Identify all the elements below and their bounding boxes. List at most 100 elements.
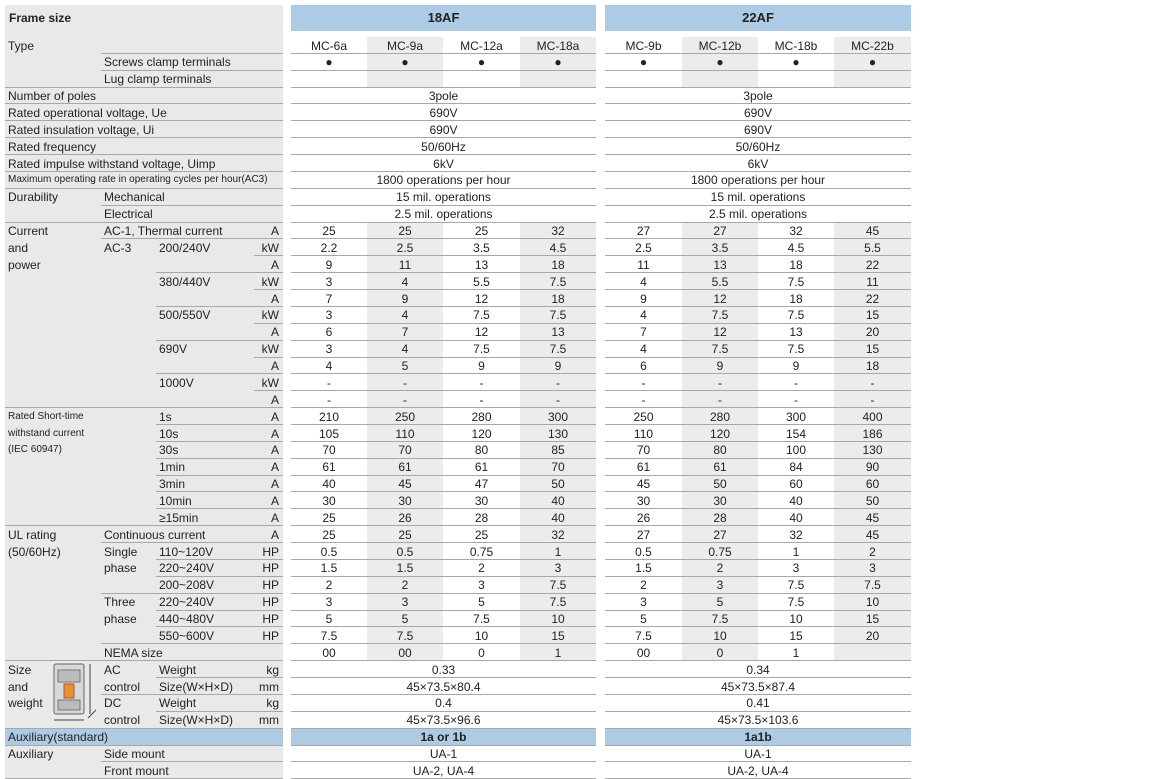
cell: 80 [474, 443, 489, 458]
row-line [254, 323, 283, 324]
cell: ● [639, 55, 648, 70]
cell: 40 [789, 493, 803, 508]
cell: 30 [398, 493, 412, 508]
unit: HP [262, 561, 279, 576]
cell: 6kV [433, 156, 454, 171]
frame-label: Frame size [9, 11, 72, 25]
row-line [605, 610, 911, 611]
row-line [156, 610, 283, 611]
cell: MC-6a [310, 38, 347, 53]
shade [367, 256, 443, 274]
row-line [101, 694, 283, 695]
shade [520, 357, 596, 375]
shade [367, 340, 443, 358]
cell: 3.5 [473, 240, 490, 255]
cell: 4 [640, 274, 647, 289]
unit: A [270, 510, 279, 525]
row-line [291, 559, 596, 560]
row-line [101, 643, 283, 644]
row-line [5, 745, 283, 746]
row-line [291, 610, 596, 611]
cell: 18 [789, 291, 803, 306]
row-line [605, 694, 911, 695]
label: Single phase [104, 544, 138, 576]
cell: 15 [789, 628, 803, 643]
row-line [156, 441, 283, 442]
cell: 250 [633, 409, 654, 424]
cell: - [327, 375, 331, 390]
cell: 7.5 [396, 628, 414, 643]
label: Auxiliary(standard) [8, 730, 109, 745]
row-line [5, 660, 283, 661]
cell: 3 [716, 578, 724, 593]
cell: 3 [478, 578, 485, 593]
row-line [605, 441, 911, 442]
shade [367, 425, 443, 442]
row-line [291, 340, 596, 341]
cell: 7.5 [787, 342, 805, 357]
shade [834, 610, 911, 628]
cell: - [556, 375, 560, 390]
unit: kg [266, 696, 279, 711]
row-line [156, 491, 283, 492]
shade [367, 543, 443, 560]
row-line [291, 593, 596, 594]
label: Lug clamp terminals [104, 72, 212, 87]
row-line [5, 171, 283, 172]
label: Side mount [104, 747, 165, 762]
shade [834, 37, 911, 54]
cell: 400 [862, 409, 883, 424]
label: AC-1, Thermal current [104, 224, 223, 239]
row-line [291, 120, 596, 121]
shade [367, 509, 443, 527]
shade [834, 576, 911, 594]
unit: A [270, 460, 279, 475]
shade [367, 475, 443, 493]
shade [367, 374, 443, 392]
shade [520, 593, 596, 611]
row-line [605, 340, 911, 341]
row-line [291, 407, 596, 408]
cell: 5.5 [473, 274, 490, 289]
cell: 7.5 [787, 274, 805, 289]
header-22af [605, 5, 911, 31]
cell: 60 [865, 477, 880, 492]
label: 3min [159, 477, 186, 492]
cell: MC-18a [536, 38, 580, 53]
frame-18af: 18AF [427, 10, 460, 25]
label: Weight [159, 696, 197, 711]
cell: 11 [398, 257, 412, 272]
cell: 100 [785, 443, 807, 458]
cell: 3 [325, 595, 333, 610]
cell: 9 [401, 291, 409, 306]
row-line [156, 626, 283, 627]
cell: 60 [789, 477, 803, 492]
shade [682, 441, 758, 459]
label: Electrical [104, 207, 153, 222]
row-line [605, 188, 911, 189]
cell: ● [325, 55, 333, 70]
row-line [605, 491, 911, 492]
unit: kW [261, 375, 279, 390]
cell: 1.5 [635, 561, 652, 576]
shade [682, 306, 758, 324]
cell: - [479, 375, 484, 390]
shade [682, 357, 758, 375]
row-line [605, 323, 911, 324]
shade [682, 222, 758, 240]
shade [367, 37, 443, 54]
cell: 70 [551, 460, 565, 475]
cell: 30 [636, 493, 651, 508]
cell: MC-9a [386, 38, 423, 53]
row-line [605, 357, 911, 358]
shade [682, 610, 758, 628]
row-line [101, 238, 283, 239]
shade [520, 273, 596, 291]
shade [520, 239, 596, 257]
cell: 7.5 [473, 342, 490, 357]
unit: A [270, 477, 279, 492]
shade [682, 323, 758, 341]
cell: - [870, 392, 875, 407]
cell: 2.2 [320, 240, 338, 255]
row-line [5, 137, 283, 138]
